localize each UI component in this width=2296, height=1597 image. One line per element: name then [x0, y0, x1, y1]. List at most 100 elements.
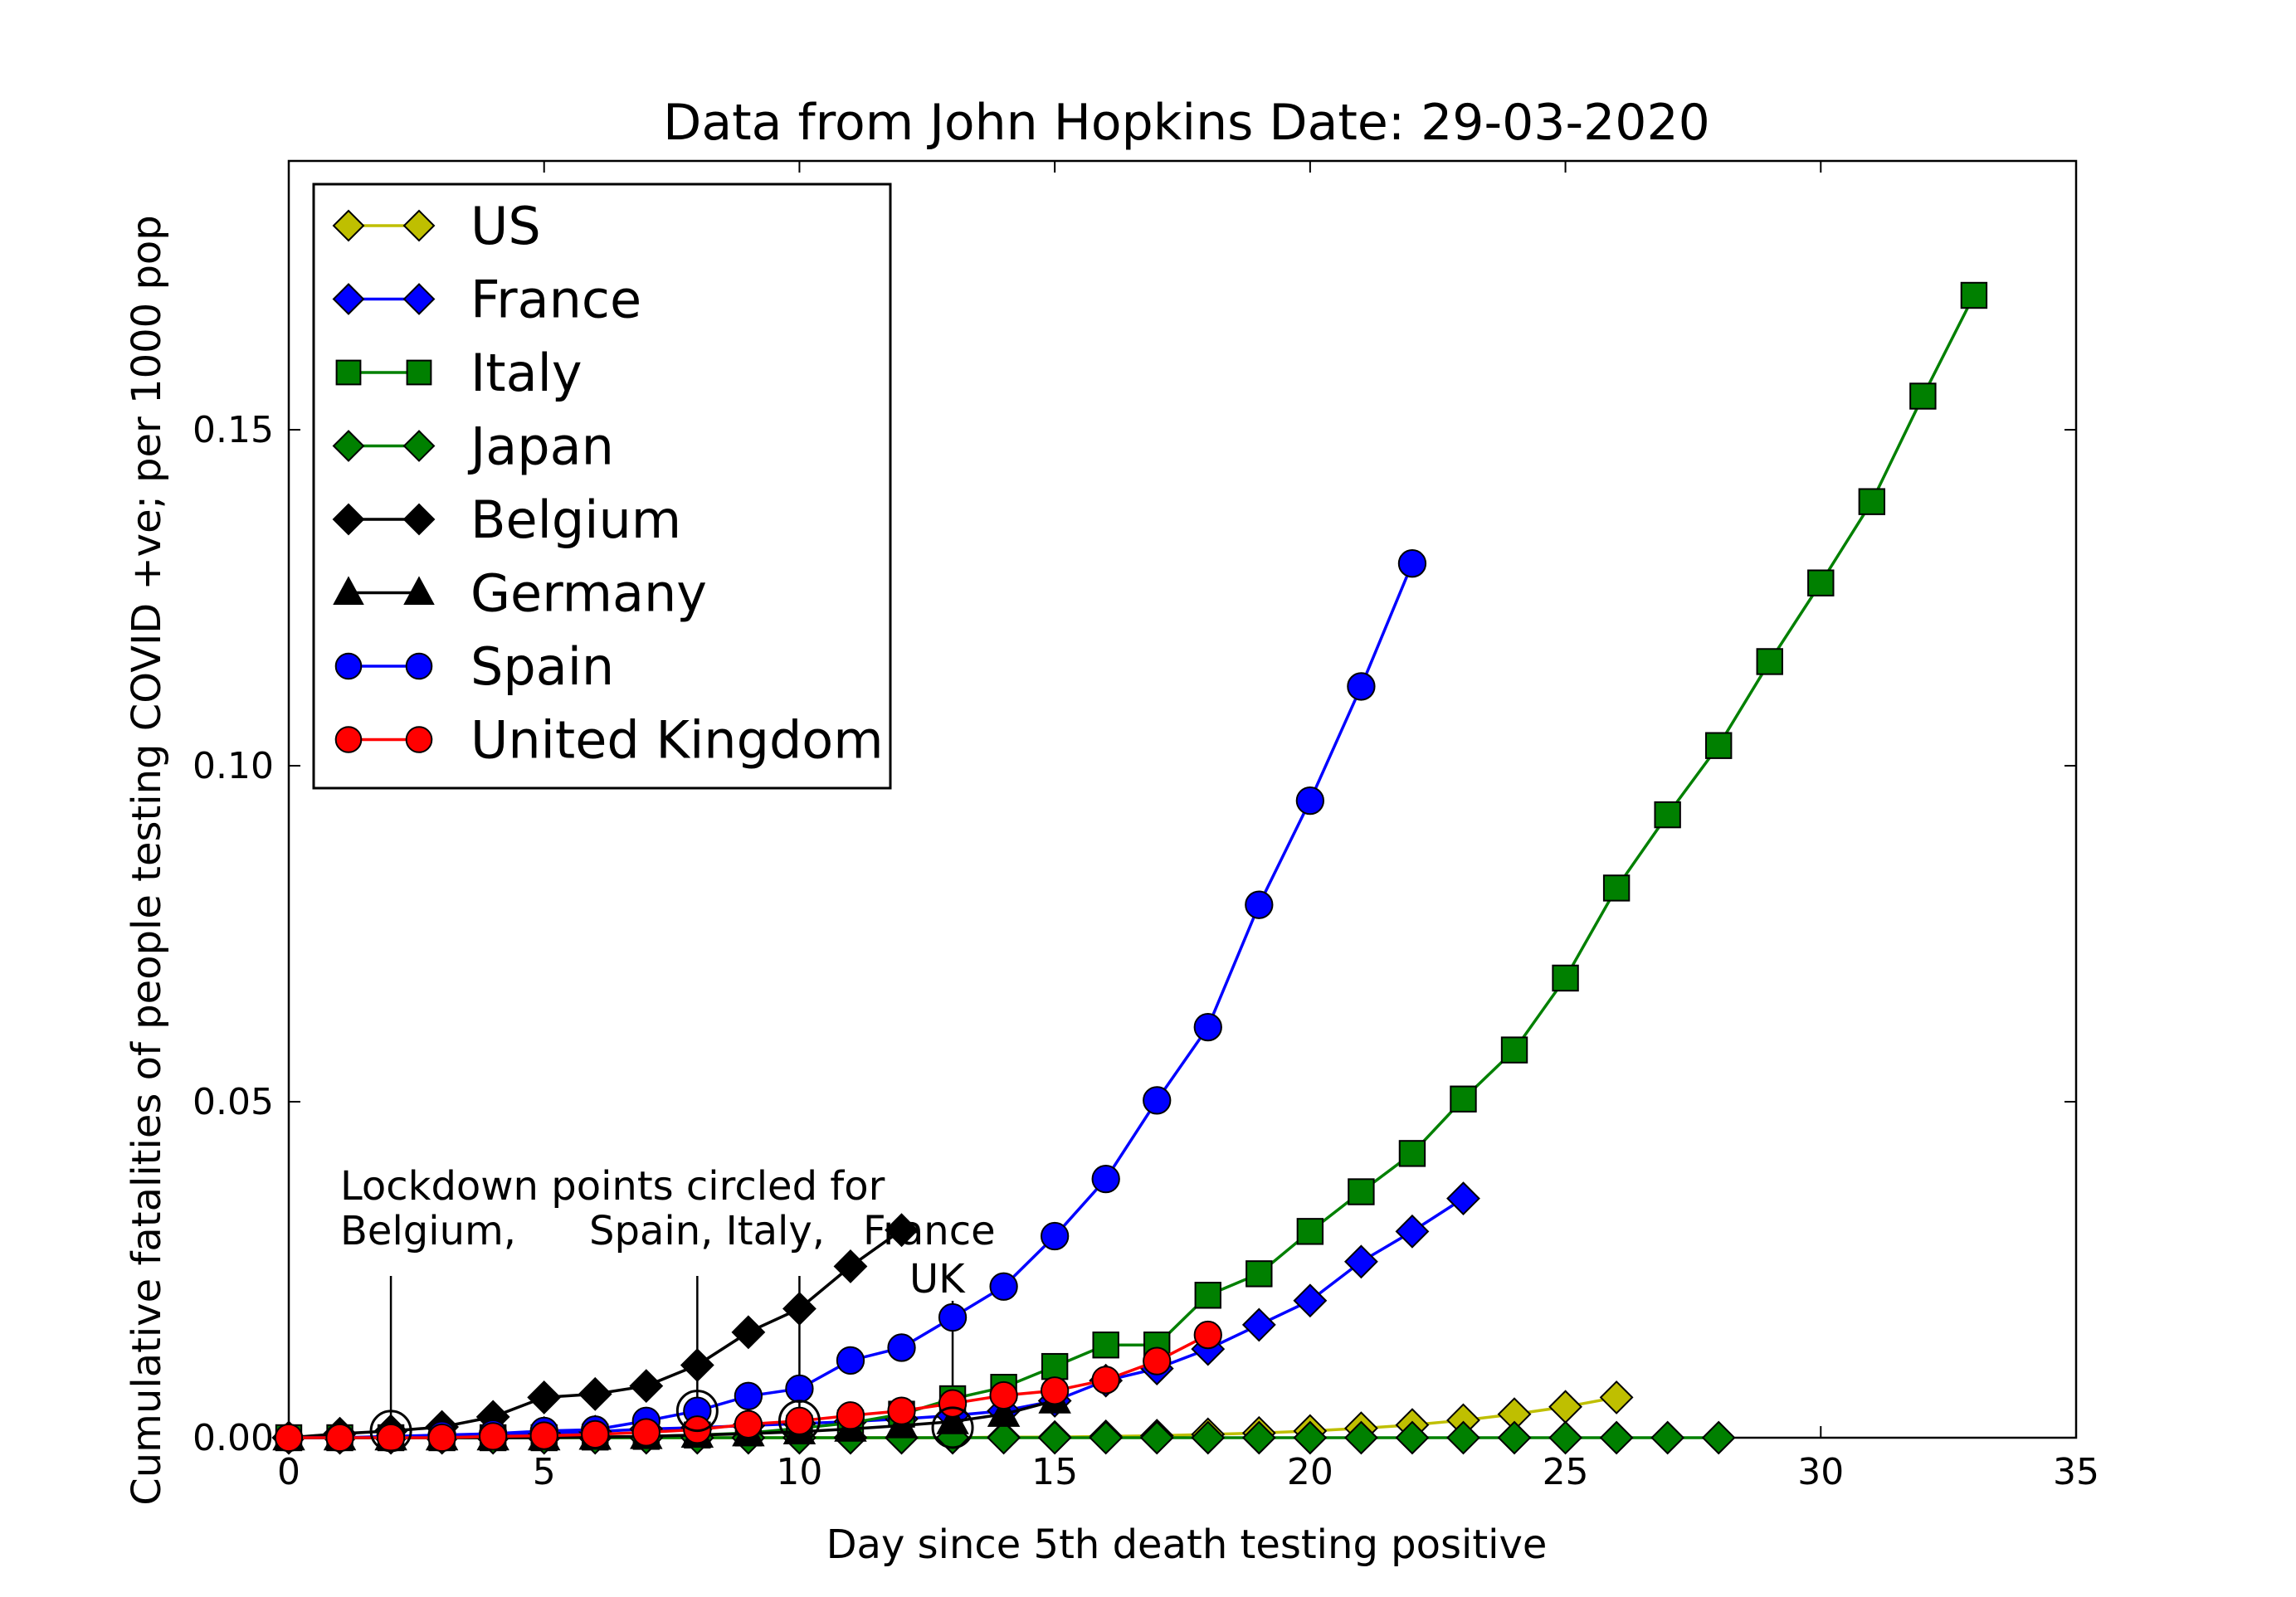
- point-belgium: [885, 1213, 919, 1248]
- legend: US France Italy Japan Belgium Germany Spain Uni…: [312, 183, 892, 790]
- point-united-kingdom: [989, 1380, 1018, 1410]
- point-japan: [1139, 1420, 1174, 1455]
- x-tick-label: 25: [1543, 1451, 1589, 1493]
- point-united-kingdom: [631, 1418, 661, 1447]
- x-tick-label: 30: [1797, 1451, 1844, 1493]
- point-italy: [1807, 569, 1835, 596]
- legend-item-germany: Germany: [333, 563, 707, 624]
- point-united-kingdom: [274, 1423, 304, 1453]
- x-tick-label: 10: [776, 1451, 822, 1493]
- legend-marker: [333, 576, 364, 605]
- point-japan: [1191, 1420, 1226, 1455]
- legend-item-france: France: [332, 270, 641, 330]
- lockdown-circle: [675, 1390, 719, 1433]
- annotations: Lockdown points circled for Belgium, Spa…: [340, 1163, 996, 1302]
- legend-label-france: France: [470, 270, 641, 330]
- legend-item-us: US: [332, 196, 541, 256]
- point-belgium: [731, 1315, 766, 1350]
- legend-label-japan: Japan: [467, 416, 614, 477]
- point-italy: [1296, 1218, 1324, 1245]
- legend-marker: [405, 726, 433, 753]
- point-spain: [989, 1272, 1018, 1301]
- series-united-kingdom: [274, 1320, 1222, 1453]
- point-belgium: [527, 1380, 562, 1414]
- point-spain: [734, 1381, 763, 1410]
- point-spain: [1040, 1221, 1070, 1251]
- annotation-spain-italy: Spain, Italy,: [589, 1208, 825, 1254]
- x-tick-label: 20: [1287, 1451, 1333, 1493]
- legend-box: [312, 183, 892, 790]
- point-japan: [1089, 1420, 1124, 1455]
- point-spain: [836, 1346, 865, 1375]
- point-united-kingdom: [785, 1406, 814, 1435]
- point-germany: [936, 1404, 969, 1434]
- point-japan: [1446, 1420, 1480, 1455]
- annotation-uk: UK: [909, 1256, 966, 1302]
- point-japan: [1037, 1420, 1072, 1455]
- point-japan: [1548, 1420, 1582, 1455]
- point-spain: [1091, 1165, 1120, 1194]
- point-italy: [1960, 281, 1988, 309]
- legend-item-japan: Japan: [332, 416, 614, 477]
- point-italy: [1500, 1036, 1528, 1064]
- point-japan: [1650, 1420, 1685, 1455]
- legend-label-belgium: Belgium: [470, 489, 681, 550]
- point-spain: [1143, 1086, 1172, 1115]
- point-belgium: [833, 1249, 868, 1283]
- point-japan: [1395, 1420, 1430, 1455]
- point-belgium: [782, 1292, 817, 1326]
- legend-marker: [402, 503, 436, 536]
- y-tick-label: 0.05: [193, 1081, 274, 1123]
- lockdown-circle: [931, 1406, 974, 1449]
- point-germany: [987, 1396, 1021, 1427]
- legend-marker: [403, 576, 435, 605]
- point-belgium: [680, 1348, 714, 1382]
- legend-label-spain: Spain: [470, 636, 614, 697]
- legend-marker: [402, 430, 436, 462]
- legend-marker: [332, 209, 365, 242]
- point-italy: [1654, 801, 1681, 829]
- point-united-kingdom: [479, 1422, 508, 1451]
- point-united-kingdom: [887, 1396, 916, 1425]
- x-axis-label: Day since 5th death testing positive: [826, 1522, 1548, 1568]
- legend-marker: [332, 283, 365, 315]
- point-united-kingdom: [938, 1389, 968, 1418]
- point-united-kingdom: [1091, 1366, 1120, 1395]
- point-united-kingdom: [734, 1410, 763, 1439]
- point-italy: [1909, 382, 1937, 410]
- legend-marker: [335, 359, 362, 386]
- legend-marker: [405, 652, 433, 680]
- point-united-kingdom: [581, 1419, 610, 1449]
- point-united-kingdom: [529, 1421, 558, 1450]
- point-italy: [1450, 1085, 1477, 1113]
- y-tick-label: 0.00: [193, 1417, 274, 1459]
- point-united-kingdom: [376, 1423, 406, 1453]
- legend-marker: [332, 503, 365, 536]
- x-tick-label: 0: [277, 1451, 300, 1493]
- point-italy: [1245, 1260, 1273, 1288]
- legend-label-united-kingdom: United Kingdom: [470, 710, 884, 771]
- legend-marker: [402, 283, 436, 315]
- annotation-lockdown-line1: Lockdown points circled for: [340, 1163, 885, 1210]
- point-us: [1599, 1380, 1634, 1414]
- point-united-kingdom: [1143, 1346, 1172, 1375]
- point-italy: [1194, 1282, 1221, 1309]
- annotation-france: France: [863, 1208, 996, 1254]
- point-spain: [1245, 890, 1274, 919]
- x-tick-label: 5: [533, 1451, 556, 1493]
- point-france: [1241, 1307, 1276, 1342]
- legend-marker: [406, 359, 432, 386]
- point-spain: [1397, 549, 1427, 578]
- chart-title: Data from John Hopkins Date: 29-03-2020: [663, 94, 1710, 152]
- legend-marker: [402, 209, 436, 242]
- legend-label-germany: Germany: [470, 563, 707, 624]
- point-france: [1395, 1214, 1430, 1249]
- point-italy: [1858, 488, 1886, 515]
- point-france: [1293, 1283, 1328, 1318]
- point-italy: [1398, 1140, 1426, 1167]
- point-japan: [1701, 1420, 1736, 1455]
- annotation-belgium: Belgium,: [340, 1208, 516, 1254]
- point-italy: [1552, 964, 1579, 992]
